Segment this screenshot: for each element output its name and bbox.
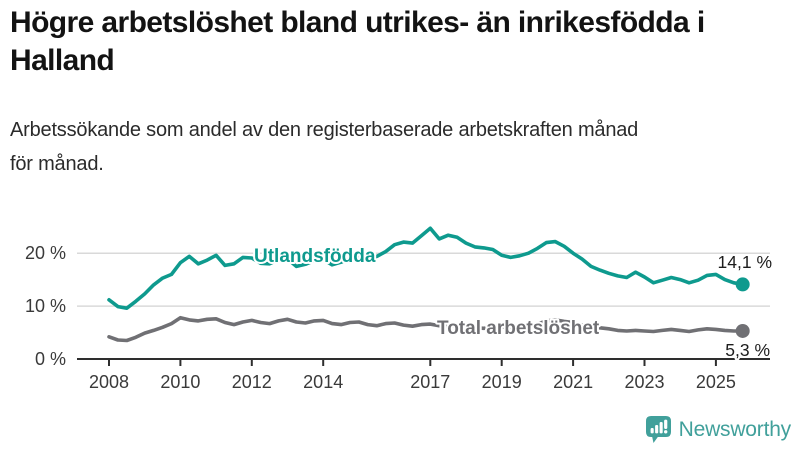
chart-subtitle: Arbetssökande som andel av den registerb… [10,113,796,181]
series-end-dot [735,277,750,292]
series-line-utlandsf-dda [107,226,745,311]
x-tick-label: 2008 [89,372,129,392]
x-tick-label: 2017 [410,372,450,392]
x-tick-label: 2010 [160,372,200,392]
series-end-dot [735,323,750,338]
page-title: Högre arbetslöshet bland utrikes- än inr… [10,4,796,80]
title-line-1: Högre arbetslöshet bland utrikes- än inr… [10,6,705,39]
series-label-total: Total arbetslöshet [437,318,600,339]
title-line-2: Halland [10,44,115,77]
end-value-label-utlandsfodda: 14,1 % [718,252,772,272]
label-layer: Utlandsfödda Total arbetslöshet 14,1 % 5… [252,244,774,362]
x-tick-label: 2019 [482,372,522,392]
newsworthy-logo[interactable]: Newsworthy [645,415,791,444]
series-layer [107,226,750,343]
x-axis: 2008 2010 2012 2014 2017 2019 2021 2023 2025 [77,358,770,392]
x-tick-label: 2012 [232,372,272,392]
y-tick-label: 20 % [25,243,66,263]
series-line-total-arbetsl-shet [107,315,745,343]
x-tick-label: 2014 [303,372,343,392]
bar-chart-speech-bubble-icon [645,416,671,443]
y-tick-label: 10 % [25,296,66,316]
subtitle-line-2: för månad. [10,153,104,175]
brand-name: Newsworthy [678,417,792,441]
end-value-label-total: 5,3 % [725,340,770,360]
x-tick-label: 2025 [696,372,736,392]
subtitle-line-1: Arbetssökande som andel av den registerb… [10,119,639,141]
y-tick-label: 0 % [35,349,66,369]
grid-layer: 0 % 10 % 20 % [25,243,770,369]
x-tick-label: 2021 [553,372,593,392]
series-label-utlandsfodda: Utlandsfödda [254,246,376,267]
x-tick-label: 2023 [624,372,664,392]
